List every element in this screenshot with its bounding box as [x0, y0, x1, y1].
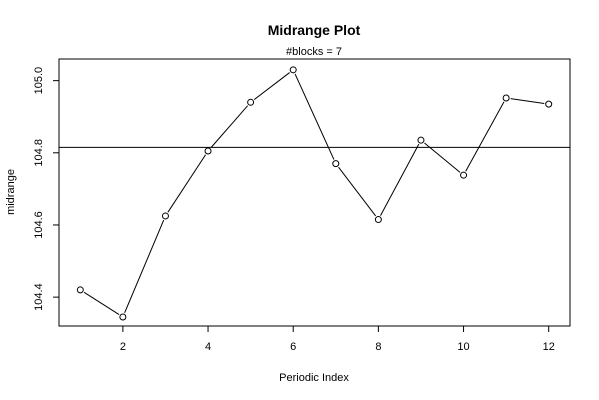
data-point — [460, 171, 468, 179]
plot-frame — [58, 58, 571, 327]
x-axis: 2 4 6 8 10 12 — [120, 326, 555, 353]
y-tick-label: 105.0 — [33, 67, 45, 95]
series-line-segment — [167, 154, 206, 213]
chart-subtitle: #blocks = 7 — [286, 46, 342, 58]
data-point — [374, 216, 382, 224]
series-group — [76, 66, 553, 321]
series-line-segment — [465, 101, 505, 172]
series-line-segment — [338, 166, 377, 217]
y-tick-label: 104.4 — [33, 283, 45, 311]
data-point — [545, 100, 553, 108]
series-line-segment — [210, 105, 249, 148]
x-axis-label: Periodic Index — [279, 372, 349, 384]
series-line-segment — [424, 142, 461, 173]
data-point — [247, 98, 255, 106]
data-point — [204, 147, 212, 155]
data-point — [332, 160, 340, 168]
data-point — [289, 66, 297, 74]
x-tick-label: 8 — [375, 341, 381, 353]
y-tick-label: 104.8 — [33, 139, 45, 167]
series-line-segment — [380, 143, 420, 216]
series-line-segment — [83, 291, 120, 315]
series-line-segment — [124, 219, 165, 314]
x-tick-label: 4 — [205, 341, 211, 353]
chart-title: Midrange Plot — [268, 22, 361, 38]
data-point — [76, 286, 84, 294]
y-axis-label: midrange — [5, 169, 17, 215]
series-line-segment — [253, 72, 290, 100]
x-tick-label: 6 — [290, 341, 296, 353]
x-tick-label: 12 — [543, 341, 555, 353]
series-line-segment — [294, 73, 335, 160]
data-point — [161, 212, 169, 220]
y-axis: 104.4 104.6 104.8 105.0 — [33, 67, 59, 311]
data-point — [119, 313, 127, 321]
y-tick-label: 104.6 — [33, 211, 45, 239]
series-line-segment — [510, 98, 545, 104]
data-point — [502, 94, 510, 102]
x-tick-label: 10 — [457, 341, 469, 353]
data-point — [417, 136, 425, 144]
x-tick-label: 2 — [120, 341, 126, 353]
